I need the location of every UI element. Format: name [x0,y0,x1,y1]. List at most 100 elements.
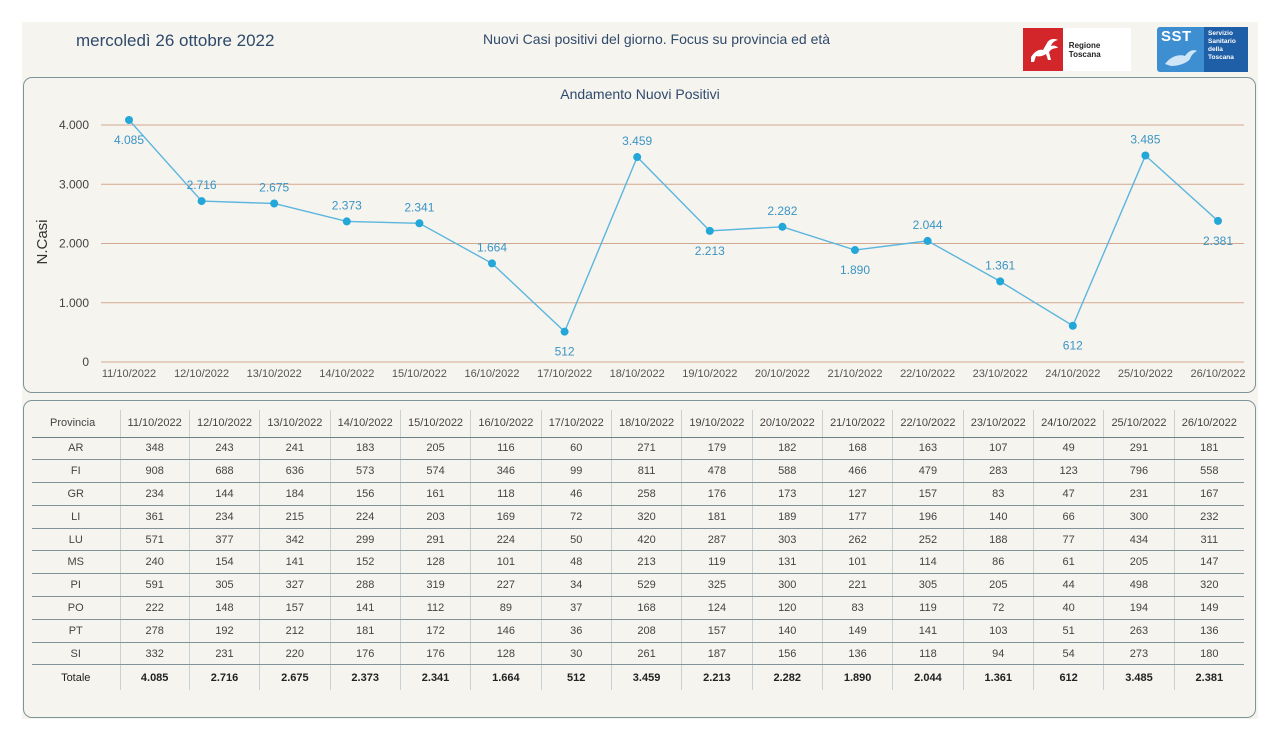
table-cell: 30 [540,642,612,666]
line-chart: Andamento Nuovi Positivi N.Casi 0 1.000 2.00… [34,86,1246,380]
table-cell: 558 [1173,459,1244,484]
table-cell: 573 [329,459,401,484]
table-cell: 278 [119,619,190,643]
column-header-date: 23/10/2022 [962,410,1034,438]
province-name: PO [32,596,120,620]
table-row: PO 222 148 157 141 112 89 37 168 124 120 83 119 72 40 1… [32,596,1244,620]
column-header-date: 13/10/2022 [259,410,331,438]
table-cell: 46 [540,482,612,506]
data-point [851,246,859,255]
table-cell: 101 [470,550,542,575]
table-cell: 136 [821,642,893,666]
table-cell: 89 [470,596,542,620]
table-cell: 192 [188,619,260,643]
table-cell: 119 [892,596,964,620]
data-point [705,226,714,235]
table-row: LU 571 377 342 299 291 224 50 420 287 303 262 252 188… [32,528,1244,552]
sst-label-line: Toscana [1208,54,1234,61]
table-cell: 40 [1032,596,1104,620]
pegasus-icon [1023,28,1063,71]
table-cell: 54 [1032,642,1104,666]
table-cell: 148 [188,596,260,620]
table-cell: 222 [119,596,190,620]
table-cell: 346 [470,459,542,484]
table-cell: 189 [751,505,823,529]
total-cell: 1.664 [470,664,542,690]
y-tick-label: 3.000 [59,177,89,191]
table-cell: 303 [751,528,823,552]
total-cell: 2.213 [681,664,753,690]
table-cell: 149 [1173,596,1244,620]
table-cell: 157 [259,596,331,620]
table-cell: 262 [821,528,893,552]
data-label: 3.485 [1130,133,1160,147]
table-cell: 205 [399,437,471,461]
table-cell: 128 [470,642,542,666]
table-cell: 156 [329,482,401,506]
table-cell: 61 [1032,550,1104,575]
table-cell: 479 [892,459,964,484]
table-cell: 305 [892,573,964,598]
table-row: GR 234 144 184 156 161 118 46 258 176 173 127 157 83 4… [32,482,1244,506]
table-cell: 77 [1032,528,1104,552]
table-cell: 34 [540,573,612,598]
sst-mark-text: SST [1161,28,1192,45]
column-header-date: 11/10/2022 [119,410,190,438]
data-point [342,217,351,226]
column-header-date: 22/10/2022 [892,410,964,438]
table-cell: 44 [1032,573,1104,598]
data-point [488,259,496,268]
column-header-date: 18/10/2022 [610,410,682,438]
table-cell: 120 [751,596,823,620]
data-point [197,197,206,206]
table-cell: 234 [119,482,190,506]
table-cell: 287 [681,528,753,552]
y-tick-label: 2.000 [59,237,89,251]
table-cell: 116 [470,437,542,461]
column-header-date: 21/10/2022 [821,410,893,438]
total-row: Totale 4.085 2.716 2.675 2.373 2.341 1.664 512 3… [32,664,1244,690]
column-header-provincia: Provincia [32,410,120,438]
sst-label-line: Sanitario [1208,38,1236,45]
sst-label: Servizio Sanitario della Toscana [1204,27,1248,72]
table-cell: 215 [259,505,331,529]
table-cell: 234 [188,505,260,529]
chart-panel [23,77,1256,393]
sst-label-line: Servizio [1208,30,1233,37]
x-tick-label: 24/10/2022 [1045,368,1100,380]
bird-icon [1165,50,1197,66]
table-cell: 176 [681,482,753,506]
table-cell: 173 [751,482,823,506]
table-cell: 36 [540,619,612,643]
table-cell: 320 [610,505,682,529]
y-tick-label: 0 [82,355,89,369]
data-label: 512 [555,345,575,359]
table-cell: 636 [259,459,331,484]
column-header-date: 19/10/2022 [681,410,753,438]
table-cell: 305 [188,573,260,598]
table-cell: 176 [329,642,401,666]
total-cell: 2.044 [892,664,964,690]
table-cell: 258 [610,482,682,506]
province-name: LI [32,505,120,529]
table-cell: 51 [1032,619,1104,643]
table-cell: 60 [540,437,612,461]
table-cell: 161 [399,482,471,506]
total-cell: 1.890 [821,664,893,690]
table-cell: 227 [470,573,542,598]
table-cell: 588 [751,459,823,484]
table-cell: 184 [259,482,331,506]
table-row: PT 278 192 212 181 172 146 36 208 157 140 149 141 103… [32,619,1244,643]
table-cell: 48 [540,550,612,575]
table-cell: 182 [751,437,823,461]
table-cell: 348 [119,437,190,461]
province-name: PI [32,573,120,598]
data-label: 1.664 [477,240,507,254]
x-tick-label: 21/10/2022 [827,368,882,380]
data-point [1214,216,1222,225]
table-row: SI 332 231 220 176 176 128 30 261 187 156 136 118 94 5… [32,642,1244,666]
table-cell: 187 [681,642,753,666]
x-tick-label: 18/10/2022 [610,368,665,380]
province-name: LU [32,528,120,552]
table-cell: 86 [962,550,1034,575]
